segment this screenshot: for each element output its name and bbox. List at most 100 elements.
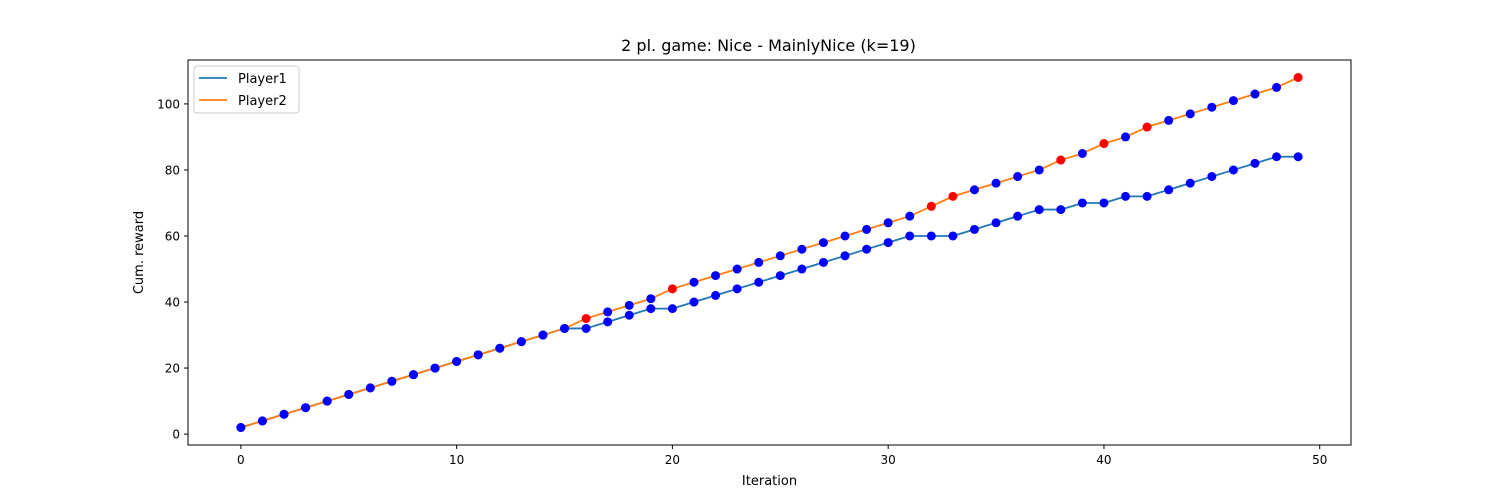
data-point-player1 xyxy=(775,271,785,281)
plot-area xyxy=(236,73,1303,432)
x-tick-label: 30 xyxy=(881,453,896,467)
data-point-player1 xyxy=(581,323,591,333)
data-point-player2 xyxy=(1250,89,1260,99)
data-point-player2 xyxy=(1099,139,1109,149)
data-point-player1 xyxy=(818,257,828,267)
data-point-player1 xyxy=(732,284,742,294)
data-point-player2 xyxy=(322,396,332,406)
data-point-player1 xyxy=(1056,205,1066,215)
data-point-player2 xyxy=(257,416,267,426)
data-point-player1 xyxy=(1013,211,1023,221)
x-tick-label: 20 xyxy=(665,453,680,467)
y-tick-label: 20 xyxy=(165,362,180,376)
data-point-player2 xyxy=(301,403,311,413)
data-point-player2 xyxy=(991,178,1001,188)
data-point-player2 xyxy=(775,251,785,261)
data-point-player1 xyxy=(1272,152,1282,162)
data-point-player2 xyxy=(516,337,526,347)
data-point-player2 xyxy=(430,363,440,373)
data-point-player2 xyxy=(969,185,979,195)
y-tick-label: 0 xyxy=(172,428,180,442)
chart-title: 2 pl. game: Nice - MainlyNice (k=19) xyxy=(621,36,916,55)
data-point-player1 xyxy=(969,224,979,234)
legend-label-player2: Player2 xyxy=(238,94,287,109)
y-tick-label: 60 xyxy=(165,229,180,243)
data-point-player1 xyxy=(646,304,656,314)
data-point-player1 xyxy=(1185,178,1195,188)
data-point-player1 xyxy=(1121,191,1131,201)
data-point-player1 xyxy=(1077,198,1087,208)
data-point-player2 xyxy=(408,370,418,380)
axes-frame xyxy=(187,59,1352,446)
data-point-player2 xyxy=(797,244,807,254)
data-point-player1 xyxy=(905,231,915,241)
data-point-player2 xyxy=(883,218,893,228)
data-point-player1 xyxy=(754,277,764,287)
data-point-player2 xyxy=(365,383,375,393)
data-point-player1 xyxy=(667,304,677,314)
data-point-player1 xyxy=(711,290,721,300)
data-point-player2 xyxy=(689,277,699,287)
legend: Player1 Player2 xyxy=(193,65,300,114)
y-tick-label: 40 xyxy=(165,296,180,310)
legend-label-player1: Player1 xyxy=(238,72,287,87)
data-point-player1 xyxy=(926,231,936,241)
data-point-player2 xyxy=(667,284,677,294)
x-tick-label: 50 xyxy=(1312,453,1327,467)
data-point-player2 xyxy=(926,201,936,211)
data-point-player1 xyxy=(603,317,613,327)
data-point-player2 xyxy=(1207,102,1217,112)
data-point-player2 xyxy=(452,356,462,366)
data-point-player1 xyxy=(797,264,807,274)
data-point-player1 xyxy=(1228,165,1238,175)
x-axis-label: Iteration xyxy=(742,474,797,489)
data-point-player1 xyxy=(1034,205,1044,215)
data-point-player2 xyxy=(387,376,397,386)
data-point-player2 xyxy=(1013,172,1023,182)
data-point-player2 xyxy=(1185,109,1195,119)
y-axis-label: Cum. reward xyxy=(132,211,147,294)
data-point-player2 xyxy=(840,231,850,241)
x-tick-label: 0 xyxy=(237,453,245,467)
data-point-player2 xyxy=(279,409,289,419)
data-point-player2 xyxy=(236,423,246,432)
data-point-player1 xyxy=(862,244,872,254)
data-point-player2 xyxy=(732,264,742,274)
x-tick-label: 10 xyxy=(449,453,464,467)
axis-ticks: 0 10 20 30 40 50 0 20 40 60 80 100 xyxy=(157,97,1327,467)
data-point-player2 xyxy=(1164,115,1174,125)
data-point-player1 xyxy=(991,218,1001,228)
data-point-player1 xyxy=(883,238,893,248)
data-point-player2 xyxy=(495,343,505,353)
data-point-player1 xyxy=(1250,158,1260,168)
data-point-player2 xyxy=(711,271,721,281)
data-point-player2 xyxy=(646,294,656,304)
data-point-player1 xyxy=(1293,152,1303,162)
data-point-player2 xyxy=(1056,155,1066,165)
data-point-player2 xyxy=(581,314,591,324)
data-point-player1 xyxy=(624,310,634,320)
data-point-player1 xyxy=(1207,172,1217,182)
data-point-player2 xyxy=(1272,82,1282,92)
data-point-player2 xyxy=(560,323,570,333)
y-tick-label: 100 xyxy=(157,97,180,111)
data-point-player2 xyxy=(344,389,354,399)
data-point-player2 xyxy=(905,211,915,221)
data-point-player2 xyxy=(1293,73,1303,82)
data-point-player2 xyxy=(603,307,613,317)
data-point-player2 xyxy=(1034,165,1044,175)
x-tick-label: 40 xyxy=(1096,453,1111,467)
data-point-player2 xyxy=(948,191,958,201)
data-point-player2 xyxy=(1077,148,1087,158)
data-point-player2 xyxy=(1142,122,1152,132)
data-point-player2 xyxy=(538,330,548,340)
data-point-player2 xyxy=(862,224,872,234)
data-point-player1 xyxy=(840,251,850,261)
data-point-player1 xyxy=(1142,191,1152,201)
data-point-player2 xyxy=(473,350,483,360)
data-point-player2 xyxy=(1228,96,1238,106)
data-point-player1 xyxy=(1164,185,1174,195)
data-point-player1 xyxy=(689,297,699,307)
data-point-player1 xyxy=(948,231,958,241)
